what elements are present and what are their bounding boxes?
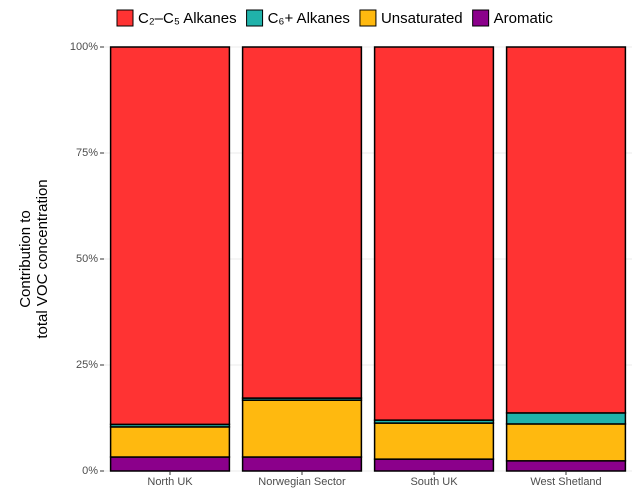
bar-segment <box>505 423 627 462</box>
legend-swatch <box>472 9 490 27</box>
bar-segment <box>109 426 231 458</box>
x-tick-label: West Shetland <box>530 476 601 488</box>
x-tick-label: South UK <box>410 476 458 488</box>
bar-segment <box>241 456 363 472</box>
bar-segment <box>109 456 231 472</box>
y-axis-label: total VOC concentration <box>34 179 51 338</box>
x-tick-label: Norwegian Sector <box>258 476 346 488</box>
y-tick-label: 25% <box>76 359 98 371</box>
bar-segment <box>505 412 627 425</box>
y-tick-label: 100% <box>70 41 98 53</box>
bar-segment <box>373 422 495 460</box>
y-tick-label: 0% <box>82 465 98 477</box>
bar-segment <box>241 399 363 458</box>
y-axis-label: Contribution to <box>17 210 34 308</box>
legend-label: Aromatic <box>494 10 554 27</box>
bar-segment <box>241 46 363 399</box>
legend-label: C₂–C₅ Alkanes <box>138 10 237 27</box>
legend-swatch <box>246 9 264 27</box>
bar-segment <box>373 458 495 472</box>
legend-swatch <box>116 9 134 27</box>
bar-segment <box>505 46 627 414</box>
bar-segment <box>109 46 231 426</box>
legend-label: Unsaturated <box>381 10 463 27</box>
legend-label: C₆+ Alkanes <box>268 10 350 27</box>
x-tick-label: North UK <box>147 476 193 488</box>
legend-swatch <box>359 9 377 27</box>
y-tick-label: 50% <box>76 253 98 265</box>
bar-segment <box>373 46 495 421</box>
y-tick-label: 75% <box>76 147 98 159</box>
bar-segment <box>505 460 627 472</box>
